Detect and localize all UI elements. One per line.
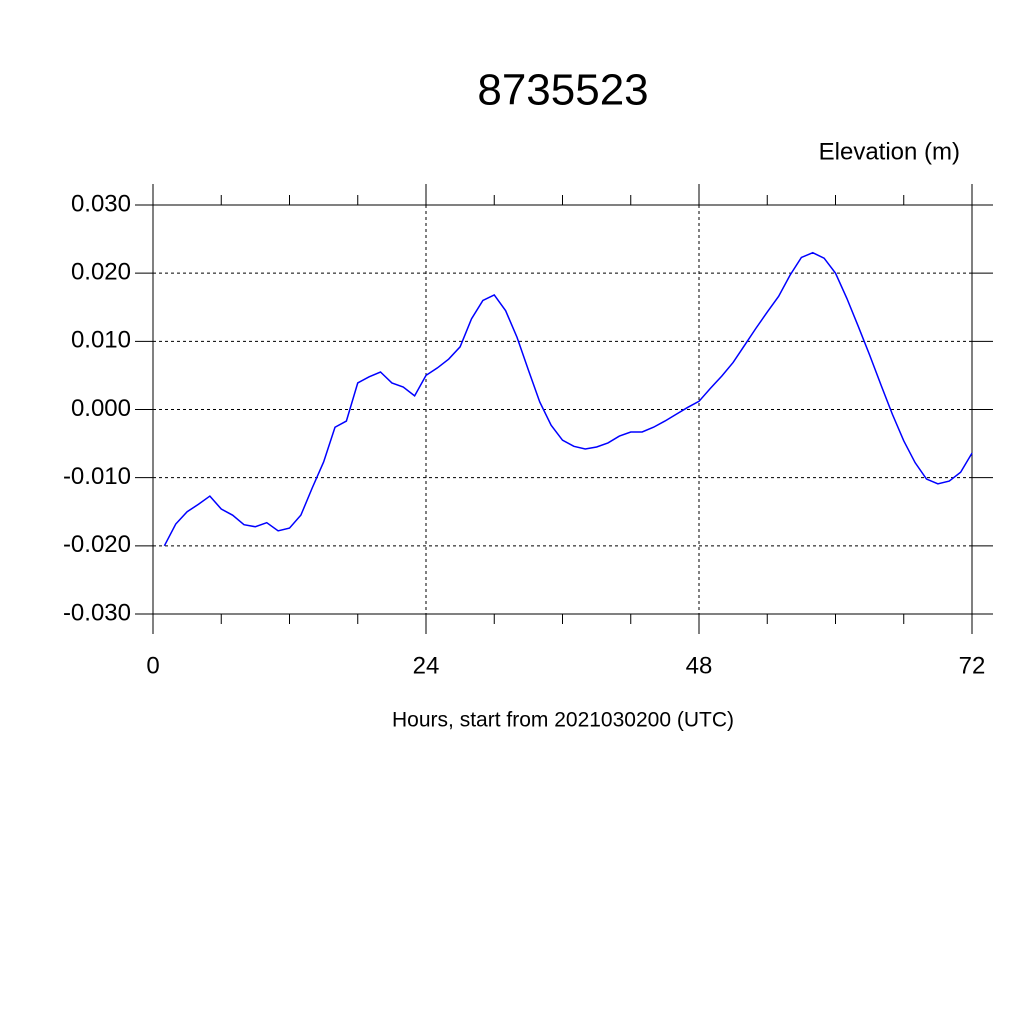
y-tick-label: -0.030 <box>63 599 131 626</box>
y-tick-label: -0.020 <box>63 531 131 558</box>
data-line <box>163 251 973 547</box>
y-tick-label: -0.010 <box>63 463 131 490</box>
x-tick-label: 48 <box>686 652 713 679</box>
x-tick-label: 0 <box>146 652 159 679</box>
x-tick-label: 24 <box>413 652 440 679</box>
y-tick-label: 0.000 <box>71 395 131 422</box>
chart-subtitle: Elevation (m) <box>819 138 960 165</box>
x-tick-label: 72 <box>959 652 986 679</box>
x-axis-label: Hours, start from 2021030200 (UTC) <box>392 709 734 732</box>
y-tick-label: 0.010 <box>71 327 131 354</box>
y-tick-label: 0.020 <box>71 259 131 286</box>
chart-title: 8735523 <box>477 66 648 115</box>
plot-frame <box>152 204 973 615</box>
y-tick-label: 0.030 <box>71 190 131 217</box>
